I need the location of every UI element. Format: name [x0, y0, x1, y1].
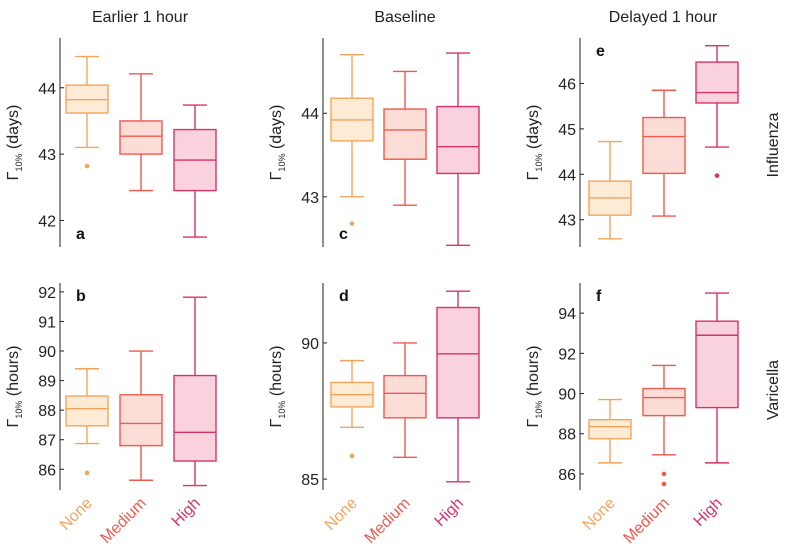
column-title-delayed: Delayed 1 hour [609, 9, 718, 26]
outlier-point [349, 453, 355, 459]
column-title-earlier: Earlier 1 hour [92, 9, 189, 26]
box-medium [119, 350, 163, 481]
y-tick-label: 42 [38, 213, 56, 230]
box-medium [119, 73, 163, 192]
panel-c: 43 44 Γ10% (days) c [268, 38, 480, 247]
panel-d: 85 90 Γ10% (hours) d None Medium High [268, 283, 480, 547]
box-high [436, 290, 480, 483]
x-category-label: High [169, 495, 204, 530]
box-medium [383, 70, 427, 206]
outlier-point [661, 481, 667, 487]
y-tick-label: 94 [558, 306, 576, 323]
y-axis-label: Γ10% (days) [525, 105, 544, 181]
box-iqr [436, 105, 480, 175]
panel-e: 43 44 45 46 Γ10% (days) e [525, 38, 739, 247]
x-category-label: High [691, 495, 726, 530]
box-none [65, 368, 109, 476]
y-tick-label: 92 [558, 346, 576, 363]
column-title-baseline: Baseline [374, 9, 435, 26]
y-axis-label: Γ10% (hours) [525, 346, 544, 428]
x-category-label: High [432, 495, 467, 530]
box-none [330, 54, 374, 226]
y-tick-label: 43 [301, 190, 319, 207]
panel-f: 86 88 90 92 94 Γ10% (hours) f None Medium High [525, 283, 739, 547]
y-axis-label: Γ10% (hours) [268, 346, 287, 428]
box-high [173, 104, 217, 238]
box-high [436, 52, 480, 247]
box-iqr [642, 387, 686, 417]
y-tick-label: 43 [558, 213, 576, 230]
box-iqr [383, 108, 427, 160]
x-category-label: Medium [98, 495, 150, 547]
y-tick-label: 88 [558, 427, 576, 444]
y-tick-label: 44 [301, 106, 319, 123]
outlier-point [349, 221, 355, 226]
x-category-label: Medium [362, 495, 414, 547]
y-tick-label: 92 [38, 285, 56, 302]
box-none [330, 359, 374, 459]
box-iqr [695, 320, 739, 409]
box-iqr [119, 120, 163, 155]
y-tick-label: 86 [558, 467, 576, 484]
box-high [695, 45, 739, 178]
y-tick-label: 45 [558, 122, 576, 139]
panels-group: 42 43 44 Γ10% (days) a 43 44 Γ10% (days) c 43 44 45… [5, 38, 739, 547]
panel-letter: a [76, 226, 85, 243]
y-axis-label: Γ10% (hours) [5, 346, 24, 428]
y-tick-label: 90 [558, 387, 576, 404]
row-label-varicella: Varicella [765, 360, 782, 420]
y-tick-label: 86 [38, 462, 56, 479]
panel-letter: c [339, 226, 348, 243]
panel-letter: d [339, 288, 349, 305]
box-iqr [436, 306, 480, 419]
y-tick-label: 90 [301, 336, 319, 353]
outlier-point [84, 163, 90, 169]
box-high [173, 296, 217, 487]
x-category-label: None [57, 495, 96, 534]
panel-letter: f [596, 288, 602, 305]
panel-letter: b [76, 288, 86, 305]
outlier-point [661, 471, 667, 477]
y-tick-label: 85 [301, 472, 319, 489]
y-tick-label: 88 [38, 403, 56, 420]
box-iqr [65, 395, 109, 427]
outlier-point [714, 173, 720, 178]
box-iqr [173, 374, 217, 462]
box-iqr [119, 394, 163, 447]
box-none [65, 55, 109, 169]
x-category-label: None [322, 495, 361, 534]
box-iqr [642, 116, 686, 175]
box-iqr [588, 418, 632, 440]
box-medium [383, 342, 427, 459]
y-tick-label: 89 [38, 374, 56, 391]
y-tick-label: 44 [38, 81, 56, 98]
y-axis-label: Γ10% (days) [5, 105, 24, 181]
box-none [588, 140, 632, 240]
y-tick-label: 44 [558, 167, 576, 184]
x-category-label: None [580, 495, 619, 534]
row-label-influenza: Influenza [765, 112, 782, 177]
box-medium [642, 89, 686, 217]
box-none [588, 398, 632, 464]
box-iqr [383, 374, 427, 419]
y-tick-label: 46 [558, 76, 576, 93]
box-medium [642, 364, 686, 487]
box-iqr [695, 61, 739, 104]
y-tick-label: 87 [38, 433, 56, 450]
box-high [695, 292, 739, 464]
y-tick-label: 91 [38, 314, 56, 331]
panel-a: 42 43 44 Γ10% (days) a [5, 38, 217, 247]
y-tick-label: 43 [38, 147, 56, 164]
y-tick-label: 90 [38, 344, 56, 361]
panel-letter: e [596, 43, 605, 60]
outlier-point [84, 470, 90, 476]
y-axis-label: Γ10% (days) [268, 105, 287, 181]
x-category-label: Medium [621, 495, 673, 547]
panel-b: 86 87 88 89 90 91 92 Γ10% (hours) b None Medium Hig… [5, 283, 217, 547]
